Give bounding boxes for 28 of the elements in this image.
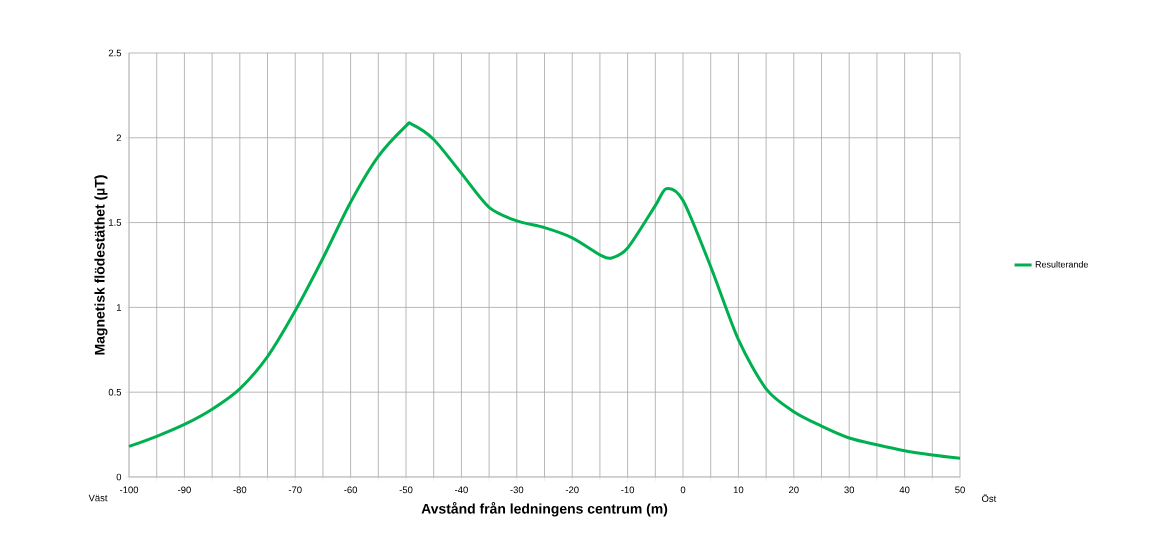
x-axis-title: Avstånd från ledningens centrum (m) bbox=[421, 502, 668, 517]
x-tick-label: -60 bbox=[344, 486, 358, 494]
x-tick-label: -80 bbox=[233, 486, 247, 494]
x-tick-label: 0 bbox=[680, 486, 686, 494]
y-tick-label: 0.5 bbox=[108, 388, 122, 396]
x-tick-label: -100 bbox=[119, 486, 139, 494]
x-tick-label: -50 bbox=[399, 486, 413, 494]
y-axis-title: Magnetisk flödestäthet (µT) bbox=[94, 175, 108, 355]
legend-label: Resulterande bbox=[1035, 260, 1088, 268]
x-tick-label: 40 bbox=[899, 486, 910, 494]
x-tick-label: 50 bbox=[955, 486, 965, 494]
x-tick-label: 10 bbox=[733, 486, 744, 494]
x-tick-label: -40 bbox=[454, 486, 468, 494]
text: Öst bbox=[981, 493, 997, 502]
x-tick-label: -10 bbox=[621, 486, 635, 494]
x-tick-label: -20 bbox=[565, 486, 579, 494]
text: Väst bbox=[88, 494, 108, 502]
x-tick-label: -70 bbox=[288, 486, 302, 494]
y-tick-label: 0 bbox=[116, 473, 122, 481]
x-tick-label: -30 bbox=[510, 486, 524, 494]
x-tick-label: -90 bbox=[177, 486, 191, 494]
y-tick-label: 2 bbox=[116, 134, 122, 142]
y-tick-label: 2.5 bbox=[108, 49, 122, 57]
y-tick-label: 1 bbox=[116, 304, 122, 311]
x-tick-label: 30 bbox=[844, 486, 855, 494]
x-tick-label: 20 bbox=[789, 486, 799, 494]
y-tick-label: 1.5 bbox=[109, 219, 122, 226]
line-series bbox=[127, 122, 962, 460]
